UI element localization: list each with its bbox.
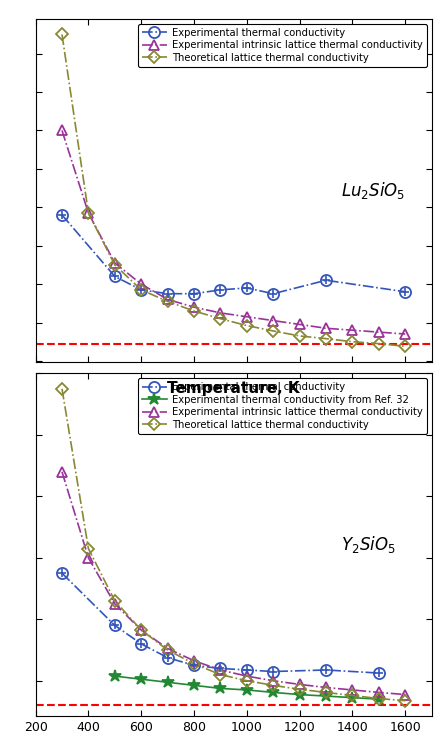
Text: $Y_{2}SiO_{5}$: $Y_{2}SiO_{5}$ <box>340 535 395 555</box>
Text: $Lu_{2}SiO_{5}$: $Lu_{2}SiO_{5}$ <box>340 180 405 201</box>
Text: Temperature, K: Temperature, K <box>167 381 300 396</box>
Legend: Experimental thermal conductivity, Experimental intrinsic lattice thermal conduc: Experimental thermal conductivity, Exper… <box>138 24 427 67</box>
Legend: Experimental thermal conductivity, Experimental thermal conductivity from Ref. 3: Experimental thermal conductivity, Exper… <box>138 379 427 434</box>
